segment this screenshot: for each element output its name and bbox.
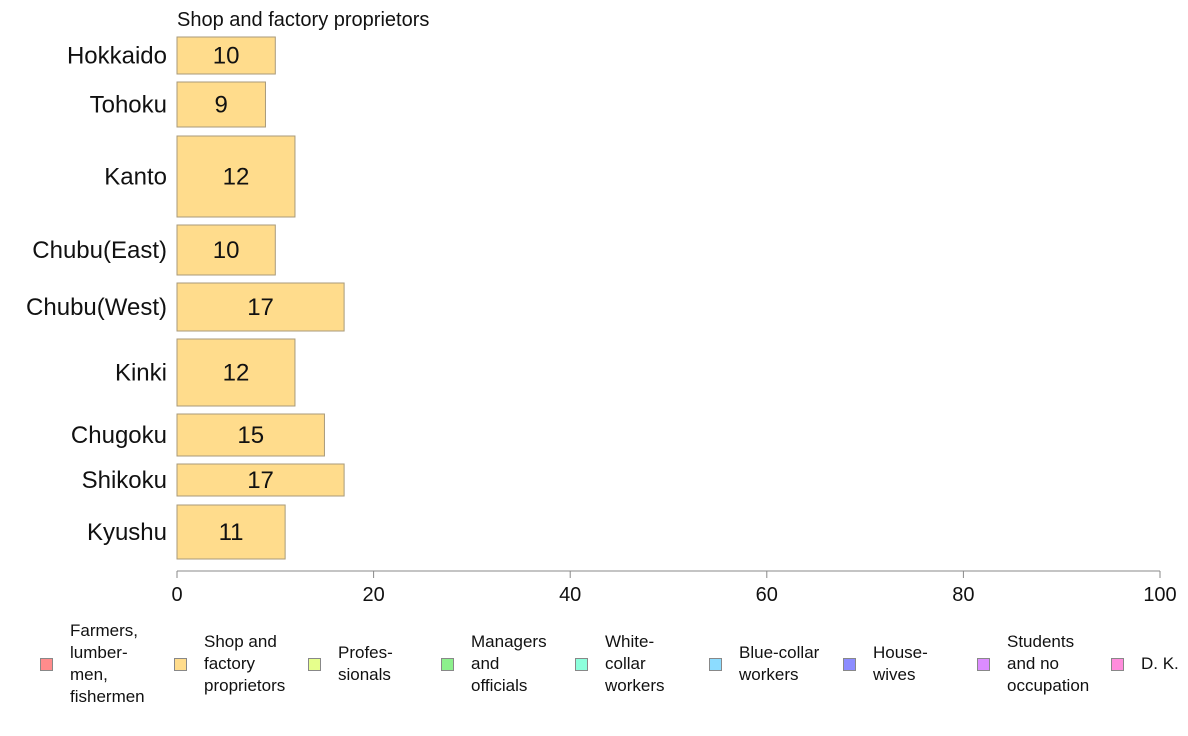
bar-value-label: 10 — [213, 43, 240, 70]
category-label: Chubu(East) — [32, 237, 167, 264]
legend-swatch — [441, 657, 454, 671]
category-label: Chugoku — [71, 422, 167, 449]
legend-item: Managers and officials — [441, 618, 547, 710]
legend-swatch — [843, 657, 856, 671]
category-label: Shikoku — [82, 467, 167, 494]
legend-label: Students and no occupation — [1007, 632, 1090, 695]
category-label: Chubu(West) — [26, 294, 167, 321]
category-label: Hokkaido — [67, 43, 167, 70]
legend-swatch — [575, 657, 588, 671]
bar-value-label: 9 — [215, 92, 228, 119]
bar — [176, 224, 276, 276]
bar-value-label: 17 — [247, 294, 274, 321]
legend-swatch — [1111, 657, 1124, 671]
legend-swatch — [308, 657, 321, 671]
x-tick-label: 80 — [952, 584, 974, 606]
x-tick-label: 20 — [362, 584, 384, 606]
legend-label: Farmers, lumber- men, fishermen — [70, 621, 145, 706]
x-tick-label: 40 — [559, 584, 581, 606]
legend-item: Farmers, lumber- men, fishermen — [40, 618, 145, 710]
legend-label: House- wives — [873, 643, 928, 684]
category-label: Kanto — [104, 164, 167, 191]
legend-item: White- collar workers — [575, 618, 665, 710]
legend-swatch — [977, 657, 990, 671]
legend-label: Shop and factory proprietors — [204, 632, 286, 695]
category-label: Kinki — [115, 360, 167, 387]
x-tick-label: 0 — [171, 584, 182, 606]
category-label: Tohoku — [90, 92, 167, 119]
bar — [176, 282, 345, 332]
legend-swatch — [40, 657, 53, 671]
legend-item: Shop and factory proprietors — [174, 618, 285, 710]
bar — [176, 36, 276, 75]
x-tick-label: 100 — [1143, 584, 1176, 606]
bar-value-label: 15 — [237, 422, 264, 449]
legend-item: Students and no occupation — [977, 618, 1089, 710]
bar-chart: Shop and factory proprietors 10 Hokkaido 9… — [26, 9, 1177, 606]
legend-label: Managers and officials — [471, 632, 547, 695]
bar-value-label: 12 — [223, 360, 250, 387]
legend: Farmers, lumber- men, fishermen Shop and … — [0, 618, 1188, 718]
bar — [176, 135, 296, 218]
legend-item: House- wives — [843, 618, 928, 710]
legend-label: Blue-collar workers — [739, 643, 820, 684]
legend-swatch — [174, 657, 187, 671]
bar — [176, 81, 266, 128]
legend-label: White- collar workers — [605, 632, 665, 695]
category-label: Kyushu — [87, 519, 167, 546]
bar — [176, 338, 296, 407]
legend-item: Profes- sionals — [308, 618, 393, 710]
bar-value-label: 11 — [219, 519, 244, 546]
chart-title: Shop and factory proprietors — [177, 9, 429, 31]
bar — [176, 413, 325, 457]
legend-item: Blue-collar workers — [709, 618, 819, 710]
bar-value-label: 17 — [247, 467, 274, 494]
bar-value-label: 10 — [213, 237, 240, 264]
x-tick-label: 60 — [756, 584, 778, 606]
legend-item: D. K. — [1111, 618, 1179, 710]
legend-label: Profes- sionals — [338, 643, 393, 684]
bar — [176, 463, 345, 497]
bar-value-label: 12 — [223, 164, 250, 191]
legend-swatch — [709, 657, 722, 671]
legend-label: D. K. — [1141, 654, 1179, 673]
bar — [176, 504, 286, 560]
